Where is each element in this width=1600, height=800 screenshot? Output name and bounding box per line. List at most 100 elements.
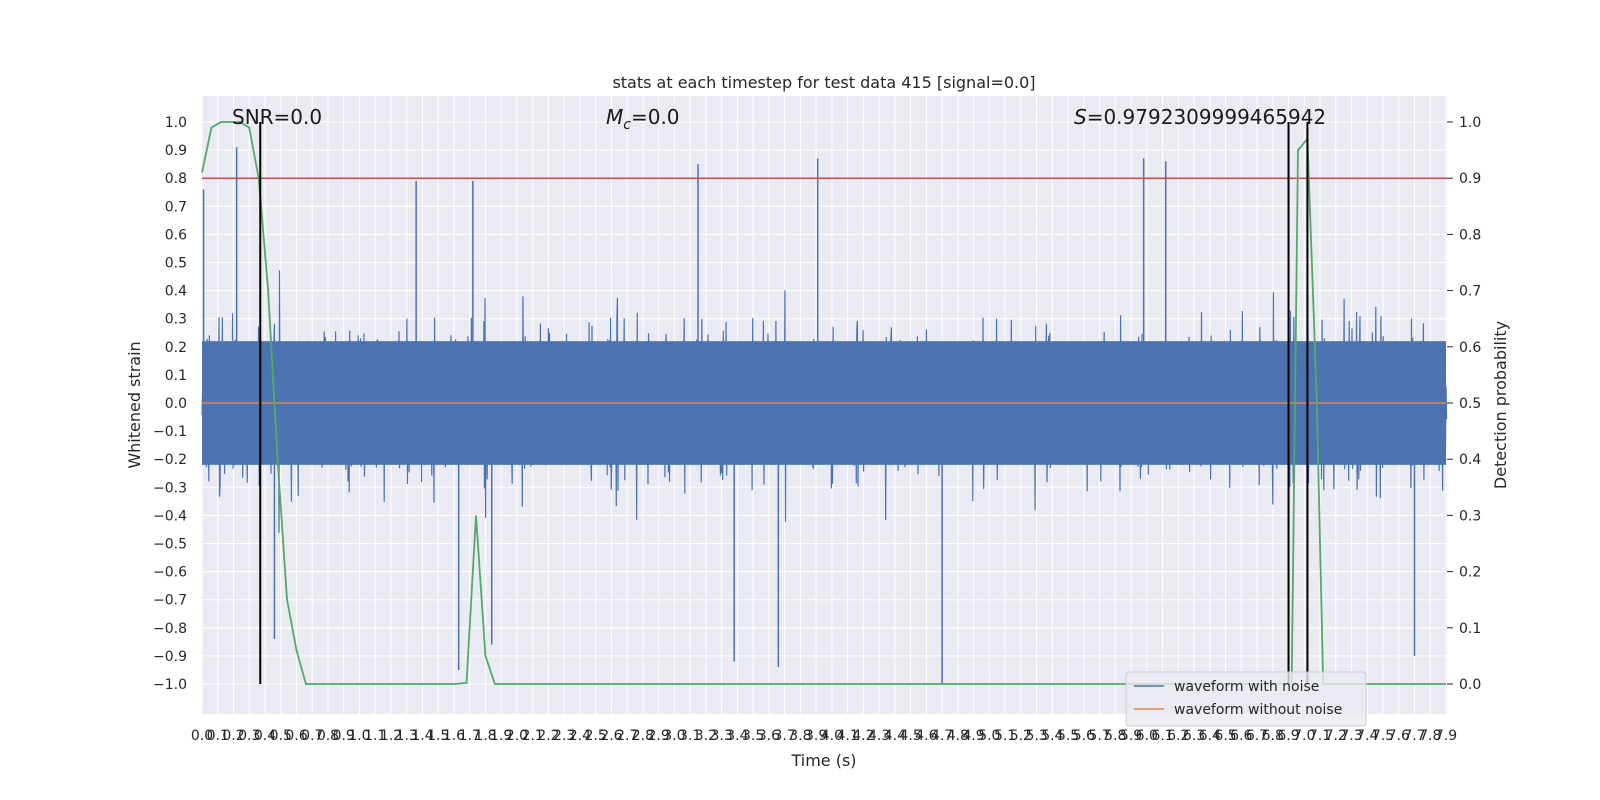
x-tick-label: 0.0 — [191, 728, 213, 744]
y-tick-right-label: 0.2 — [1459, 565, 1481, 581]
y-tick-left-label: −1.0 — [153, 677, 187, 693]
x-tick-label: 5.4 — [1041, 728, 1063, 744]
x-tick-label: 4.5 — [899, 728, 921, 744]
y-tick-left-label: −0.5 — [153, 537, 187, 553]
y-tick-left-label: −0.4 — [153, 508, 187, 524]
x-tick-label: 1.9 — [490, 728, 512, 744]
x-tick-label: 1.7 — [459, 728, 481, 744]
x-tick-label: 3.1 — [679, 728, 701, 744]
s-value: =0.9792309999465942 — [1087, 105, 1326, 129]
x-tick-label: 3.8 — [789, 728, 811, 744]
y-tick-left-label: 0.5 — [165, 256, 187, 272]
x-tick-label: 5.3 — [1025, 728, 1047, 744]
x-tick-label: 6.4 — [1199, 728, 1221, 744]
y-tick-left-label: −0.3 — [153, 480, 187, 496]
y-axis-right-ticks: 1.0 0.9 0.8 0.7 0.6 0.5 0.4 0.3 0.2 0.1 0.0 — [1447, 115, 1481, 693]
y-tick-left-label: −0.9 — [153, 649, 187, 665]
x-tick-label: 1.1 — [364, 728, 386, 744]
x-tick-label: 2.8 — [632, 728, 654, 744]
y-tick-left-label: −0.2 — [153, 452, 187, 468]
x-tick-label: 0.2 — [222, 728, 244, 744]
y-tick-left-label: −0.8 — [153, 621, 187, 637]
x-tick-label: 7.5 — [1372, 728, 1394, 744]
x-tick-label: 3.7 — [774, 728, 796, 744]
x-tick-label: 6.5 — [1214, 728, 1236, 744]
y-tick-right-label: 0.1 — [1459, 621, 1481, 637]
x-tick-label: 6.2 — [1167, 728, 1189, 744]
x-tick-label: 5.0 — [978, 728, 1000, 744]
y-tick-right-label: 0.7 — [1459, 284, 1481, 300]
x-tick-label: 6.7 — [1246, 728, 1268, 744]
x-tick-label: 7.1 — [1309, 728, 1331, 744]
x-tick-label: 5.9 — [1120, 728, 1142, 744]
x-tick-label: 2.3 — [553, 728, 575, 744]
x-tick-label: 4.1 — [836, 728, 858, 744]
x-tick-label: 6.0 — [1136, 728, 1158, 744]
y-tick-left-label: 1.0 — [165, 115, 187, 131]
x-tick-label: 0.5 — [270, 728, 292, 744]
x-tick-label: 2.2 — [537, 728, 559, 744]
x-tick-label: 6.9 — [1277, 728, 1299, 744]
x-tick-label: 2.5 — [585, 728, 607, 744]
x-tick-label: 1.3 — [396, 728, 418, 744]
y-tick-left-label: 0.9 — [165, 143, 187, 159]
x-tick-label: 7.9 — [1435, 728, 1457, 744]
x-tick-label: 7.4 — [1356, 728, 1378, 744]
x-tick-label: 2.0 — [506, 728, 528, 744]
y-axis-right-label: Detection probability — [1491, 321, 1510, 489]
x-axis-ticks: 0.00.10.20.30.40.50.60.70.80.91.01.11.21… — [191, 728, 1457, 744]
x-tick-label: 5.7 — [1088, 728, 1110, 744]
chart-title: stats at each timestep for test data 415… — [612, 73, 1035, 92]
x-tick-label: 1.5 — [427, 728, 449, 744]
x-tick-label: 2.1 — [522, 728, 544, 744]
x-tick-label: 4.9 — [962, 728, 984, 744]
legend-label-noise: waveform with noise — [1174, 679, 1319, 695]
y-axis-left-ticks: 1.0 0.9 0.8 0.7 0.6 0.5 0.4 0.3 0.2 0.1 0.0 −0.1 −0.… — [153, 115, 187, 693]
x-axis-label: Time (s) — [790, 751, 856, 770]
x-tick-label: 7.8 — [1419, 728, 1441, 744]
x-tick-label: 3.9 — [805, 728, 827, 744]
snr-annotation: SNR=0.0 — [232, 105, 322, 129]
y-tick-left-label: 0.0 — [165, 396, 187, 412]
y-tick-left-label: 0.4 — [165, 284, 187, 300]
y-tick-right-label: 0.9 — [1459, 171, 1481, 187]
x-tick-label: 0.1 — [207, 728, 229, 744]
x-tick-label: 1.6 — [443, 728, 465, 744]
x-tick-label: 3.6 — [758, 728, 780, 744]
x-tick-label: 7.7 — [1403, 728, 1425, 744]
y-tick-left-label: 0.2 — [165, 340, 187, 356]
x-tick-label: 3.2 — [695, 728, 717, 744]
x-tick-label: 3.5 — [742, 728, 764, 744]
x-tick-label: 1.0 — [348, 728, 370, 744]
y-tick-left-label: −0.1 — [153, 424, 187, 440]
legend-label-clean: waveform without noise — [1174, 702, 1342, 718]
x-tick-label: 6.3 — [1183, 728, 1205, 744]
detection-probability-line — [201, 121, 1446, 685]
x-tick-label: 4.3 — [868, 728, 890, 744]
x-tick-label: 5.5 — [1057, 728, 1079, 744]
mc-value: =0.0 — [631, 105, 680, 129]
x-tick-label: 5.6 — [1073, 728, 1095, 744]
y-tick-right-label: 0.0 — [1459, 677, 1481, 693]
x-tick-label: 4.6 — [915, 728, 937, 744]
score-annotation: S=0.9792309999465942 — [1074, 105, 1326, 129]
x-tick-label: 0.9 — [333, 728, 355, 744]
x-tick-label: 0.4 — [254, 728, 276, 744]
x-tick-label: 6.1 — [1151, 728, 1173, 744]
mc-subscript: c — [623, 117, 631, 133]
x-tick-label: 5.8 — [1104, 728, 1126, 744]
x-tick-label: 3.3 — [711, 728, 733, 744]
mc-symbol: M — [606, 105, 623, 129]
x-tick-label: 0.7 — [301, 728, 323, 744]
y-tick-left-label: −0.7 — [153, 593, 187, 609]
x-tick-label: 1.2 — [380, 728, 402, 744]
y-tick-left-label: 0.6 — [165, 227, 187, 243]
x-tick-label: 7.2 — [1325, 728, 1347, 744]
x-tick-label: 4.0 — [821, 728, 843, 744]
chirp-mass-annotation: Mc=0.0 — [606, 105, 680, 133]
y-tick-right-label: 0.5 — [1459, 396, 1481, 412]
event-markers — [259, 122, 1309, 684]
x-tick-label: 5.2 — [1010, 728, 1032, 744]
y-axis-left-label: Whitened strain — [125, 341, 144, 468]
